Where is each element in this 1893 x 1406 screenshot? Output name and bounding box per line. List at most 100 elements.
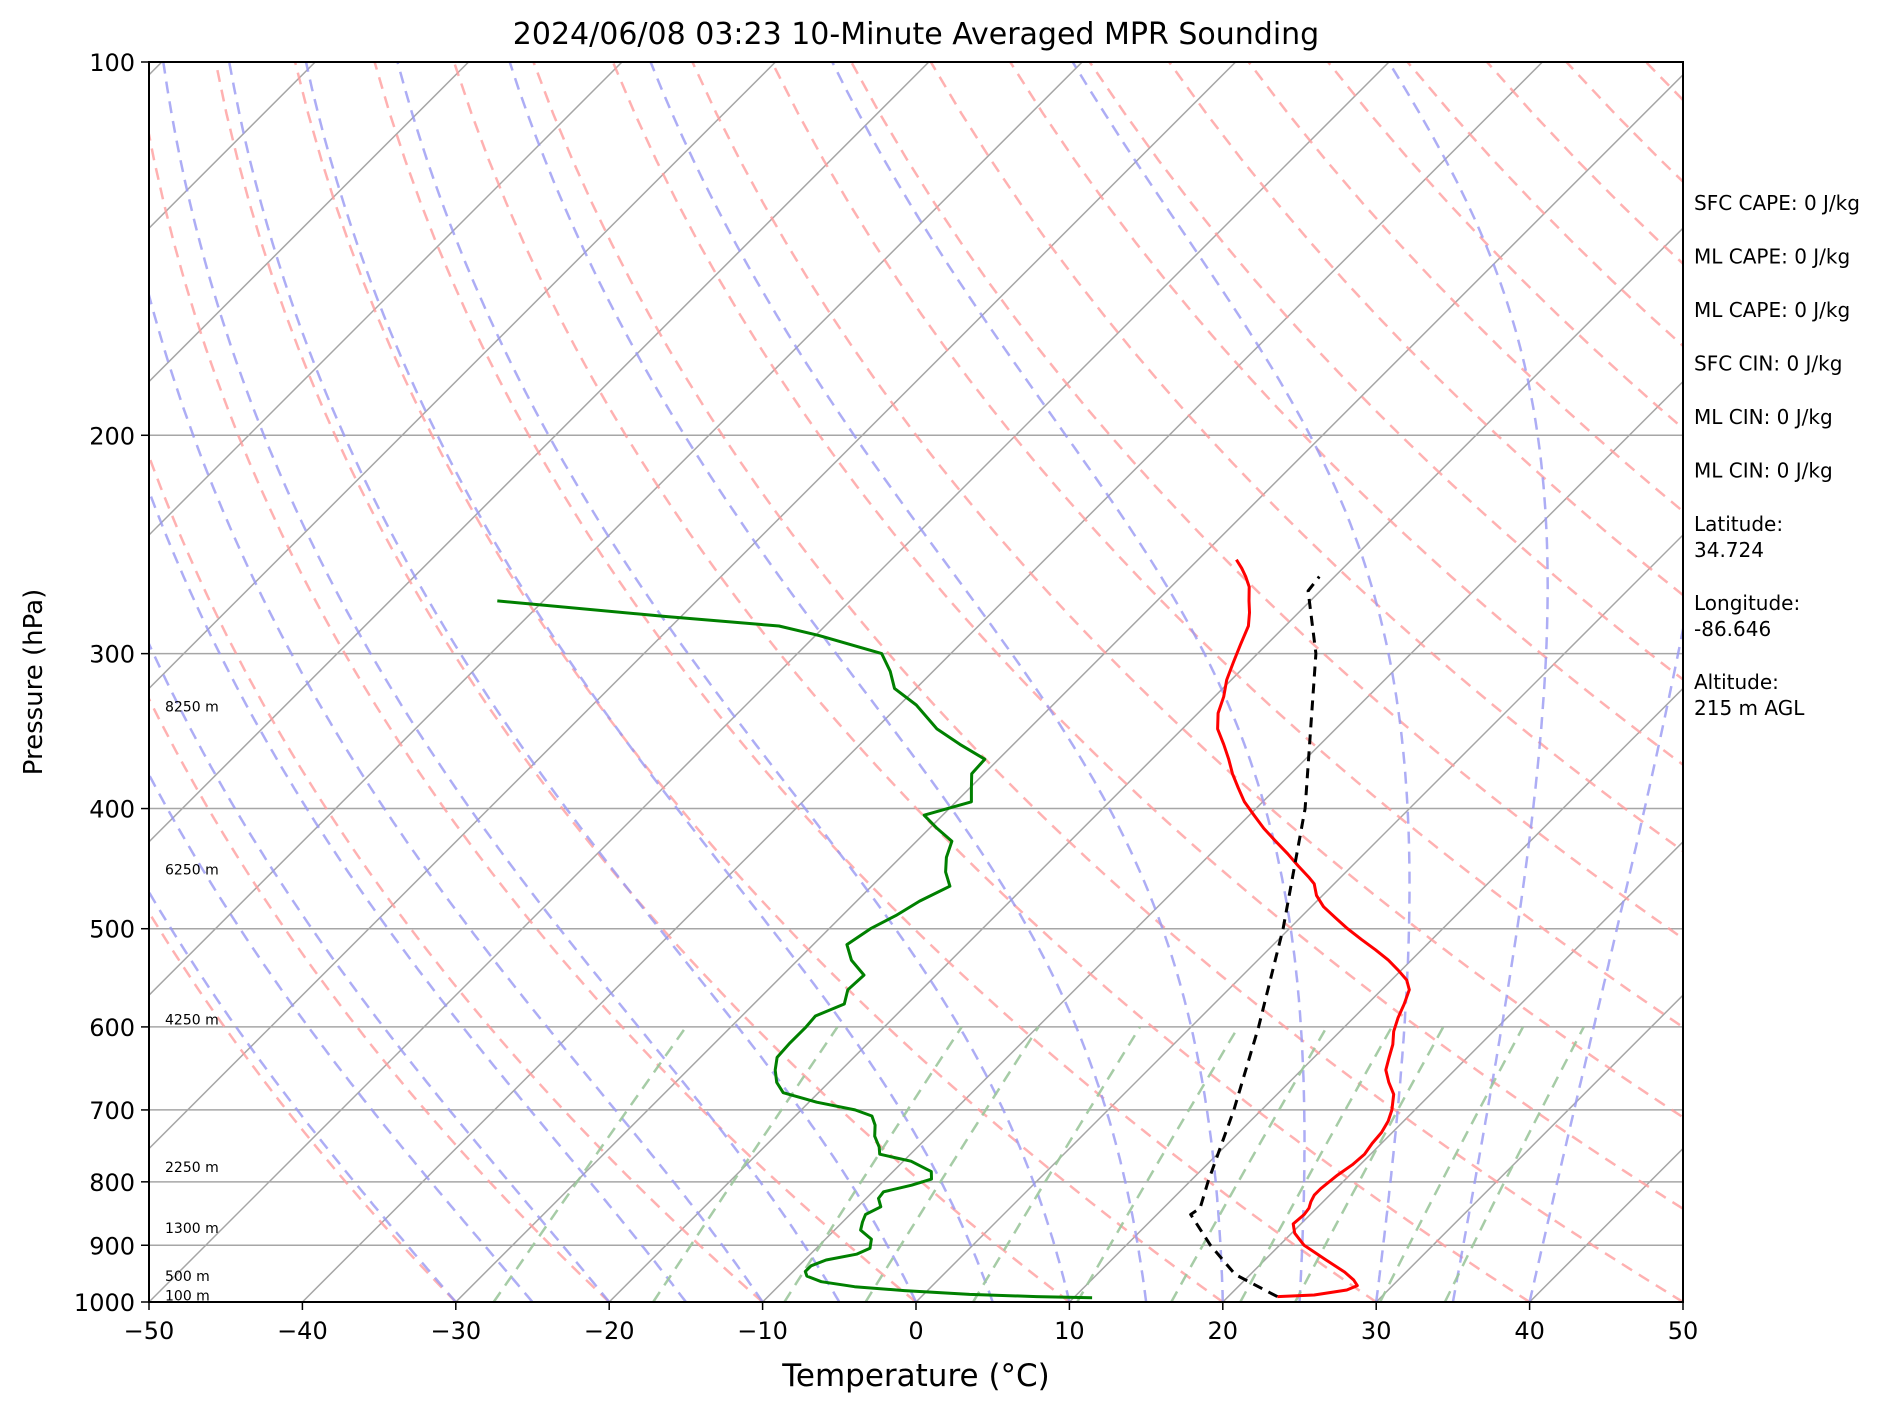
annotation-text: 215 m AGL: [1694, 696, 1805, 720]
moist-adiabat-line: [1071, 62, 1411, 1302]
moist-adiabat-line: [149, 772, 534, 1302]
x-tick-label: −30: [430, 1317, 481, 1345]
mixing-ratio-line: [1378, 1026, 1525, 1302]
moist-adiabat-line: [304, 62, 994, 1302]
isotherm-line: [149, 62, 776, 690]
y-tick-label: 900: [89, 1232, 135, 1260]
moist-adiabat-line: [1528, 623, 1683, 1302]
y-tick-label: 500: [89, 916, 135, 944]
x-tick-label: 20: [1208, 1317, 1239, 1345]
y-tick-label: 700: [89, 1097, 135, 1125]
dry-adiabat-line: [373, 62, 1377, 1302]
mixing-ratio-line: [492, 1026, 688, 1302]
annotation-text: ML CAPE: 0 J/kg: [1694, 245, 1850, 269]
isotherm-line: [301, 62, 1543, 1302]
moist-adiabat-line: [508, 62, 1148, 1302]
moist-adiabat-line: [649, 62, 1225, 1302]
height-label: 8250 m: [165, 700, 219, 716]
y-tick-label: 800: [89, 1169, 135, 1197]
dry-adiabat-line: [532, 62, 1683, 1302]
annotation-text: 34.724: [1694, 538, 1764, 562]
isotherm-line: [0, 62, 8, 1302]
dry-adiabat-line: [293, 62, 1224, 1302]
annotation-text: Altitude:: [1694, 670, 1779, 694]
moist-adiabat-line: [396, 62, 1071, 1302]
height-label: 1300 m: [165, 1221, 219, 1237]
moist-adiabat-line: [149, 487, 687, 1302]
isotherm-line: [762, 380, 1683, 1302]
moist-adiabat-line: [227, 62, 918, 1302]
mixing-ratio-line: [1170, 1026, 1328, 1302]
y-tick-label: 300: [89, 641, 135, 669]
isotherm-line: [149, 62, 930, 843]
y-tick-label: 400: [89, 796, 135, 824]
dry-adiabat-line: [149, 128, 917, 1302]
x-axis-label: Temperature (°C): [781, 1358, 1050, 1394]
dry-adiabat-line: [611, 62, 1683, 1211]
y-tick-label: 100: [89, 49, 135, 77]
height-label: 100 m: [165, 1288, 210, 1304]
temperature-line: [1216, 558, 1411, 1299]
isotherm-line: [149, 62, 1083, 997]
y-tick-label: 200: [89, 422, 135, 450]
moist-adiabat-line: [149, 290, 764, 1302]
annotation-text: ML CIN: 0 J/kg: [1694, 405, 1833, 429]
mixing-ratio-line: [972, 1026, 1142, 1302]
x-axis-ticks: −50 −40 −30 −20 −10 0 10 20 30 40 50: [124, 1302, 1699, 1345]
annotations: SFC CAPE: 0 J/kg ML CAPE: 0 J/kg ML CAPE: …: [1694, 191, 1860, 720]
chart-title: 2024/06/08 03:23 10-Minute Averaged MPR …: [513, 17, 1319, 52]
dry-adiabat-line: [149, 452, 764, 1302]
x-tick-label: 0: [908, 1317, 923, 1345]
series-layer: [497, 558, 1411, 1300]
isotherm-line: [608, 227, 1683, 1302]
annotation-text: SFC CAPE: 0 J/kg: [1694, 191, 1860, 215]
isotherm-line: [149, 62, 623, 537]
annotation-text: -86.646: [1694, 617, 1771, 641]
moist-adiabat-line: [149, 889, 457, 1302]
parcel-path-line: [1189, 575, 1321, 1298]
mixing-ratio-line: [1294, 1026, 1445, 1302]
plot-frame: [148, 61, 1684, 1303]
isotherm-line: [1375, 994, 1683, 1302]
annotation-text: SFC CIN: 0 J/kg: [1694, 352, 1842, 376]
mixing-ratio-line: [652, 1026, 839, 1302]
dry-adiabat-line: [214, 62, 1071, 1302]
isotherm-line: [915, 533, 1683, 1302]
annotation-text: Latitude:: [1694, 512, 1783, 536]
mixing-ratio-line: [1076, 1026, 1240, 1302]
x-tick-label: 40: [1514, 1317, 1545, 1345]
moist-adiabat-line: [1387, 62, 1549, 1302]
x-tick-label: −50: [124, 1317, 175, 1345]
dewpoint-line: [497, 599, 1093, 1300]
dry-adiabat-line: [1088, 62, 1683, 682]
mixing-ratio-line: [1443, 1026, 1585, 1302]
annotation-text: Longitude:: [1694, 591, 1800, 615]
height-labels: 8250 m 6250 m 4250 m 2250 m 1300 m 500 m 100 m: [165, 700, 219, 1305]
height-label: 4250 m: [165, 1013, 219, 1029]
isotherm-line: [149, 62, 1390, 1302]
mixing-ratio-line: [864, 1026, 1040, 1302]
moist-adiabat-line: [162, 62, 841, 1302]
mixing-ratio-line: [783, 1026, 963, 1302]
y-tick-label: 600: [89, 1014, 135, 1042]
isotherm-line: [1222, 840, 1683, 1302]
isotherm-line: [149, 62, 1237, 1150]
x-tick-label: −20: [584, 1317, 635, 1345]
annotation-text: ML CIN: 0 J/kg: [1694, 459, 1833, 483]
dry-adiabat-line: [149, 696, 611, 1302]
height-label: 6250 m: [165, 863, 219, 879]
mixing-ratio-line: [1239, 1026, 1393, 1302]
dry-adiabat-line: [1168, 62, 1683, 597]
background-lines: [0, 62, 1683, 1302]
x-tick-label: 10: [1054, 1317, 1085, 1345]
isotherm-line: [455, 73, 1683, 1302]
isotherm-line: [1068, 687, 1683, 1302]
y-tick-label: 1000: [74, 1289, 135, 1317]
y-axis-ticks: 100 200 300 400 500 600 700 800 900 1000: [74, 49, 149, 1317]
isotherm-line: [149, 62, 470, 383]
annotation-text: ML CAPE: 0 J/kg: [1694, 298, 1850, 322]
x-tick-label: 50: [1668, 1317, 1699, 1345]
x-tick-label: 30: [1361, 1317, 1392, 1345]
height-label: 500 m: [165, 1269, 210, 1285]
